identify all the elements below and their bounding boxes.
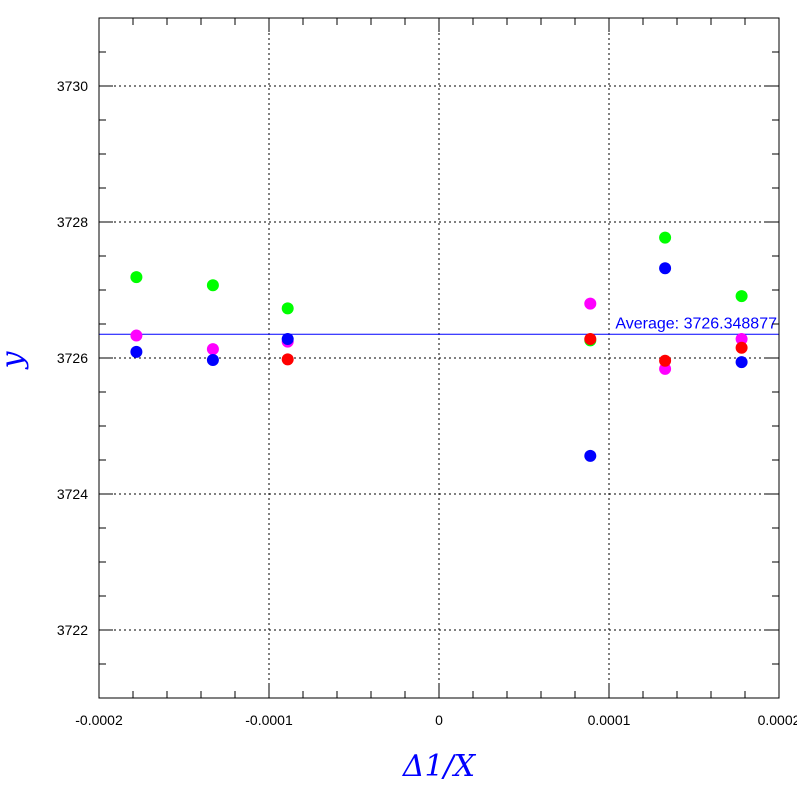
data-point [281,302,294,315]
data-point [206,354,219,367]
y-tick-label: 3722 [57,622,88,638]
y-tick-label: 3728 [57,214,88,230]
data-point [735,332,748,345]
data-point [206,279,219,292]
data-point [735,290,748,303]
y-tick-label: 3726 [57,350,88,366]
x-tick-label: 0.0001 [588,712,631,728]
x-axis-title: Δ1/X [402,749,477,784]
x-tick-label: -0.0002 [75,712,123,728]
data-points [130,231,748,462]
average-label: Average: 3726.348877 [615,315,777,332]
data-point [584,297,597,310]
y-tick-label: 3724 [57,486,88,502]
x-tick-label: 0.0002 [758,712,797,728]
data-point [735,341,748,354]
average-line-group: Average: 3726.348877 [99,315,779,335]
data-point [130,329,143,342]
data-point [584,449,597,462]
data-point [659,231,672,244]
y-tick-label: 3730 [57,78,88,94]
data-point [584,332,597,345]
data-point [659,262,672,275]
data-point [206,343,219,356]
data-point [130,345,143,358]
x-tick-label: -0.0001 [245,712,293,728]
grid-lines [99,18,779,698]
axis-ticks [98,17,780,699]
x-tick-label: 0 [435,712,443,728]
data-point [735,356,748,369]
data-point [281,353,294,366]
data-point [659,354,672,367]
data-point [130,271,143,284]
y-axis-title: y [0,350,30,370]
tick-labels: -0.0002 -0.0001 0 0.0001 0.0002 3722 3724 3726 3… [57,78,797,728]
data-point [281,332,294,345]
